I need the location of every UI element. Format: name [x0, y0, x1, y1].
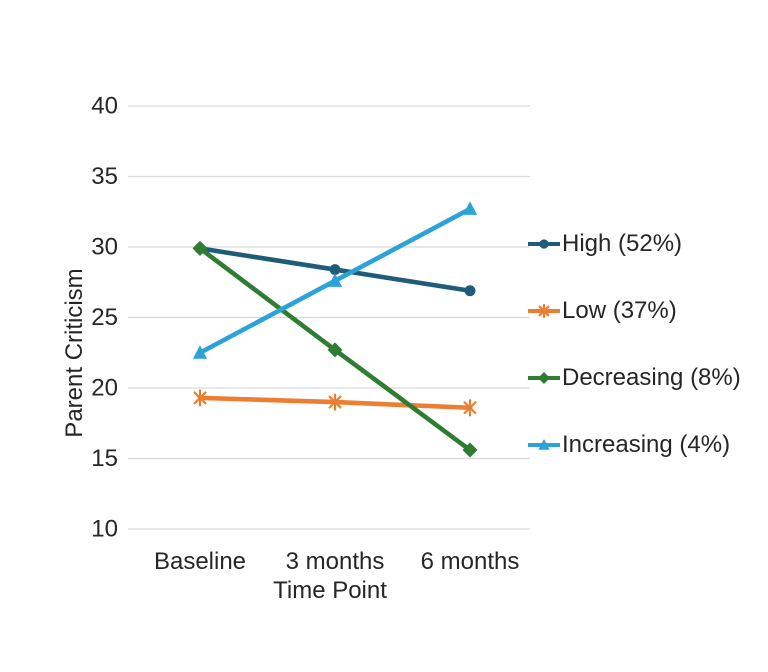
data-point-marker — [464, 285, 476, 297]
y-tick-label: 40 — [91, 93, 118, 120]
legend-key-increasing-4 — [528, 439, 560, 450]
legend-key-high-52 — [528, 239, 560, 249]
legend-item-low-37: Low (37%) — [527, 295, 677, 327]
legend-key-low-37 — [528, 303, 560, 319]
legend-label: Low (37%) — [562, 297, 677, 324]
data-point-marker — [463, 399, 477, 417]
y-tick-label: 30 — [91, 234, 118, 261]
y-tick-label: 25 — [91, 304, 118, 331]
data-point-marker — [462, 201, 478, 215]
legend-label: Increasing (4%) — [562, 431, 731, 458]
legend: High (52%) Low (37%) Decreasing (8%) Increa… — [527, 0, 767, 672]
legend-key-decreasing-8 — [528, 372, 560, 384]
data-point-marker — [538, 303, 550, 319]
x-axis-title: Time Point — [273, 577, 387, 604]
data-point-marker — [329, 264, 341, 276]
y-tick-label: 15 — [91, 445, 118, 472]
data-point-marker — [328, 393, 342, 411]
x-category-label: 6 months — [421, 548, 520, 575]
y-tick-label: 10 — [91, 516, 118, 543]
data-point-marker — [193, 389, 207, 407]
data-point-marker — [538, 372, 550, 384]
legend-item-high-52: High (52%) — [527, 228, 682, 260]
y-tick-label: 20 — [91, 375, 118, 402]
data-point-marker — [192, 345, 208, 359]
x-category-label: Baseline — [154, 548, 246, 575]
data-point-marker — [327, 342, 343, 358]
data-point-marker — [462, 442, 478, 458]
data-point-marker — [327, 273, 343, 287]
data-point-marker — [192, 240, 208, 256]
legend-label: Decreasing (8%) — [562, 364, 741, 391]
data-point-marker — [539, 239, 549, 249]
legend-item-increasing-4: Increasing (4%) — [527, 429, 730, 461]
y-axis-title: Parent Criticism — [61, 268, 88, 438]
legend-label: High (52%) — [562, 230, 683, 257]
data-point-marker — [538, 439, 550, 450]
y-tick-label: 35 — [91, 163, 118, 190]
x-category-label: 3 months — [286, 548, 385, 575]
legend-item-decreasing-8: Decreasing (8%) — [527, 362, 741, 394]
